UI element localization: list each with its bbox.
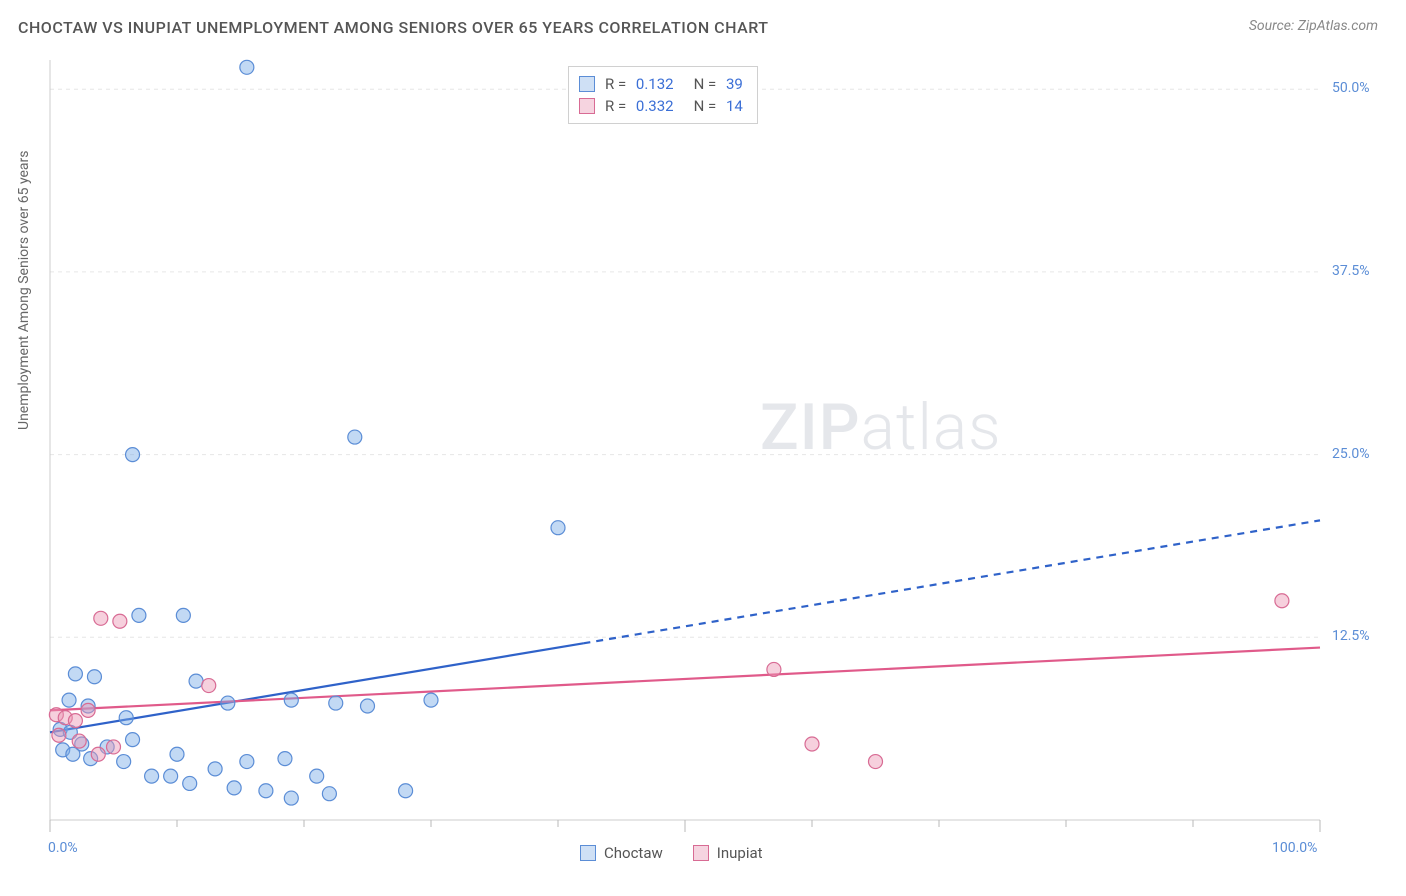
stat-r-value: 0.332 [632, 95, 673, 117]
legend-stats-box: R = 0.132 N = 39 R = 0.332 N = 14 [568, 66, 758, 124]
stat-r-label: R = [605, 73, 626, 95]
x-tick-label: 0.0% [48, 840, 78, 856]
y-tick-label: 50.0% [1332, 80, 1370, 96]
stat-r-label: R = [605, 95, 626, 117]
x-tick-label: 100.0% [1272, 840, 1317, 856]
stat-n-value: 14 [722, 95, 743, 117]
y-tick-label: 25.0% [1332, 446, 1370, 462]
legend-bottom: Choctaw Inupiat [580, 844, 763, 862]
y-tick-label: 37.5% [1332, 263, 1370, 279]
legend-label: Inupiat [717, 844, 763, 862]
legend-label: Choctaw [604, 844, 663, 862]
legend-swatch [579, 98, 595, 114]
y-axis-label: Unemployment Among Seniors over 65 years [16, 151, 32, 431]
stat-n-label: N = [694, 73, 717, 95]
legend-stats-row: R = 0.332 N = 14 [579, 95, 743, 117]
stat-n-label: N = [694, 95, 717, 117]
stat-r-value: 0.132 [632, 73, 673, 95]
legend-swatch [693, 845, 709, 861]
chart-svg [0, 0, 1406, 892]
legend-stats-row: R = 0.132 N = 39 [579, 73, 743, 95]
scatter-chart: Unemployment Among Seniors over 65 years… [0, 0, 1406, 892]
legend-swatch [579, 76, 595, 92]
legend-item: Inupiat [693, 844, 763, 862]
stat-n-value: 39 [722, 73, 743, 95]
legend-item: Choctaw [580, 844, 663, 862]
legend-swatch [580, 845, 596, 861]
y-tick-label: 12.5% [1332, 628, 1370, 644]
